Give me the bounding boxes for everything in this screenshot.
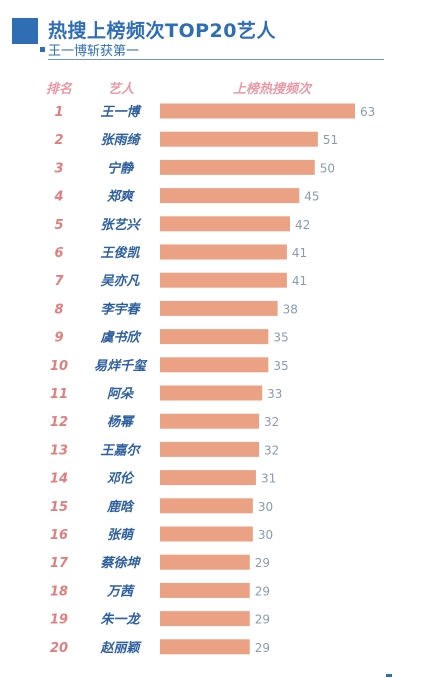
rank-label: 18 [50, 584, 68, 599]
bar [160, 526, 253, 542]
artist-label: 易烊千玺 [94, 358, 148, 374]
artist-label: 吴亦凡 [100, 273, 140, 289]
artist-label: 赵丽颖 [99, 640, 142, 656]
bar [160, 441, 260, 457]
value-label: 29 [255, 556, 270, 570]
rank-label: 16 [50, 528, 68, 543]
artist-label: 朱一龙 [100, 612, 141, 628]
bar [160, 554, 250, 570]
value-label: 32 [264, 443, 279, 457]
bar [160, 385, 263, 401]
artist-label: 万茜 [106, 583, 136, 599]
rank-label: 15 [50, 500, 68, 515]
artist-label: 杨幂 [107, 414, 135, 430]
value-label: 51 [323, 133, 338, 147]
artist-label: 郑爽 [106, 189, 135, 205]
title-marker [12, 18, 38, 44]
artist-label: 张萌 [107, 527, 136, 543]
rank-label: 19 [50, 613, 68, 628]
artist-label: 阿朵 [107, 387, 135, 402]
artist-label: 宁静 [107, 160, 135, 176]
count-column-header: 上榜热搜频次 [233, 82, 312, 97]
rank-label: 2 [54, 133, 63, 148]
rank-label: 4 [53, 190, 63, 205]
value-label: 42 [295, 218, 310, 232]
value-label: 29 [255, 584, 270, 598]
value-label: 35 [273, 331, 288, 345]
subtitle-underline [48, 59, 384, 60]
artist-label: 李宇春 [100, 301, 141, 317]
value-label: 63 [360, 105, 375, 119]
bar [160, 272, 287, 288]
bar [160, 611, 250, 627]
rank-label: 11 [50, 387, 68, 402]
rank-label: 14 [50, 472, 68, 487]
rank-label: 1 [54, 105, 63, 120]
value-label: 29 [255, 641, 270, 655]
bar [160, 470, 256, 486]
value-label: 32 [264, 415, 279, 429]
artist-label: 王一博 [100, 104, 142, 120]
bar [160, 103, 355, 119]
bar [160, 498, 253, 514]
bar [160, 188, 300, 204]
bar [160, 357, 269, 373]
artist-column-header: 艺人 [108, 82, 135, 97]
rank-label: 6 [54, 246, 63, 261]
rank-label: 20 [50, 641, 68, 656]
value-label: 41 [292, 274, 307, 288]
bar [160, 216, 290, 232]
value-label: 45 [304, 190, 319, 204]
chart-subtitle: 王一博斩获第一 [48, 44, 140, 59]
footer-mark [386, 674, 392, 677]
rank-label: 13 [50, 443, 68, 458]
bar [160, 244, 287, 260]
subtitle-bullet [40, 47, 45, 52]
rank-label: 12 [50, 415, 68, 430]
rank-label: 17 [50, 556, 69, 571]
value-label: 29 [255, 613, 270, 627]
artist-label: 虞书欣 [99, 330, 142, 346]
artist-label: 张艺兴 [100, 217, 142, 233]
value-label: 30 [258, 500, 273, 514]
rank-label: 10 [50, 359, 68, 374]
artist-label: 蔡徐坤 [100, 555, 141, 571]
value-label: 41 [292, 246, 307, 260]
value-label: 50 [320, 161, 335, 175]
rank-label: 9 [54, 331, 63, 346]
artist-label: 鹿晗 [106, 499, 135, 515]
bar [160, 413, 260, 429]
rank-label: 5 [54, 218, 63, 233]
bar [160, 329, 269, 345]
value-label: 31 [261, 472, 276, 486]
bar [160, 639, 250, 655]
bar [160, 131, 318, 147]
value-label: 33 [267, 387, 282, 401]
chart-title: 热搜上榜频次TOP20艺人 [48, 20, 276, 42]
value-label: 38 [283, 302, 298, 316]
bar [160, 582, 250, 598]
artist-label: 邓伦 [107, 471, 135, 487]
rank-label: 8 [54, 302, 63, 317]
rank-column-header: 排名 [46, 82, 73, 97]
rank-label: 3 [54, 161, 63, 176]
artist-label: 王嘉尔 [100, 442, 141, 458]
bar [160, 300, 278, 316]
bar [160, 159, 315, 175]
artist-label: 王俊凯 [100, 245, 140, 261]
artist-label: 张雨绮 [100, 132, 141, 148]
value-label: 30 [258, 528, 273, 542]
rank-label: 7 [54, 274, 64, 289]
value-label: 35 [273, 359, 288, 373]
